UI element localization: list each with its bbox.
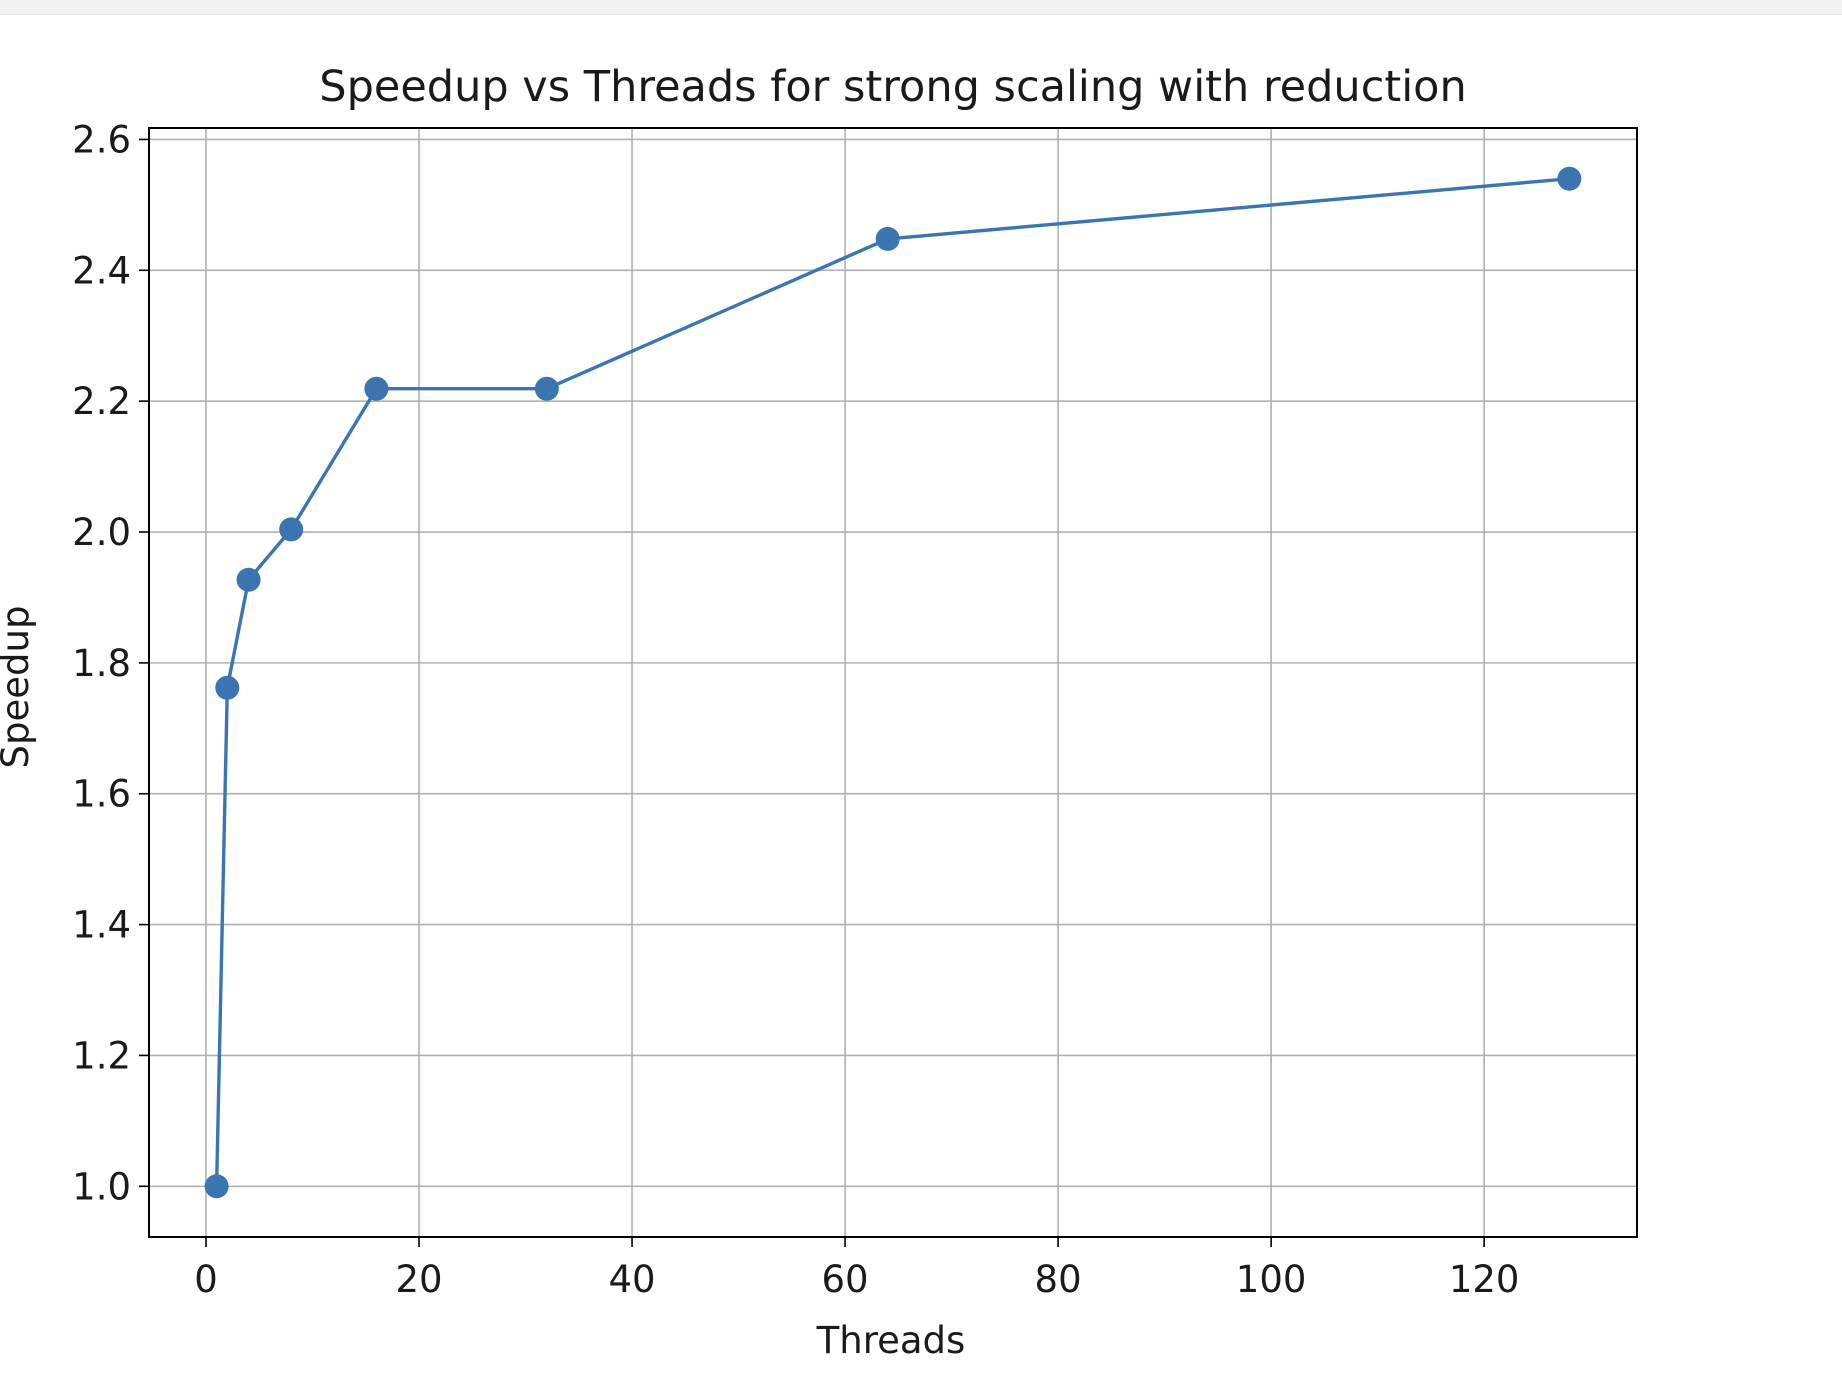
y-tick-label: 2.2 <box>72 380 131 423</box>
plot-frame <box>148 127 1638 1238</box>
y-tick-label: 2.6 <box>72 118 131 161</box>
x-tick-label: 0 <box>194 1258 218 1301</box>
chart-title: Speedup vs Threads for strong scaling wi… <box>319 62 1466 112</box>
data-point <box>204 1174 229 1199</box>
x-axis-label: Threads <box>816 1319 966 1362</box>
x-tick-label: 120 <box>1449 1258 1520 1301</box>
series-line <box>214 177 1570 1187</box>
data-point <box>215 675 240 700</box>
data-point <box>875 226 900 251</box>
tick-layer: 0 20 40 60 80 100 120 1.0 1.2 1.4 1.6 1.8 2.0 2.2 2.4 2… <box>72 118 1519 1301</box>
window-top-strip <box>0 0 1842 15</box>
x-tick-label: 80 <box>1035 1258 1082 1301</box>
y-tick-label: 1.2 <box>72 1034 131 1077</box>
y-tick-label: 1.0 <box>72 1165 131 1208</box>
x-tick-label: 60 <box>822 1258 869 1301</box>
y-tick-label: 1.8 <box>72 642 131 685</box>
y-tick-label: 2.4 <box>72 249 131 292</box>
data-point <box>279 517 304 542</box>
data-point <box>534 376 559 401</box>
y-tick-label: 1.6 <box>72 773 131 816</box>
x-tick-label: 100 <box>1236 1258 1307 1301</box>
data-point <box>364 376 389 401</box>
y-axis-label: Speedup <box>0 606 37 769</box>
y-tick-label: 2.0 <box>72 511 131 554</box>
y-tick-label: 1.4 <box>72 904 131 947</box>
series-layer <box>204 166 1582 1199</box>
data-point <box>236 567 261 592</box>
x-tick-label: 40 <box>608 1258 655 1301</box>
data-point <box>1557 166 1582 191</box>
x-tick-label: 20 <box>395 1258 442 1301</box>
grid-layer <box>149 128 1637 1237</box>
